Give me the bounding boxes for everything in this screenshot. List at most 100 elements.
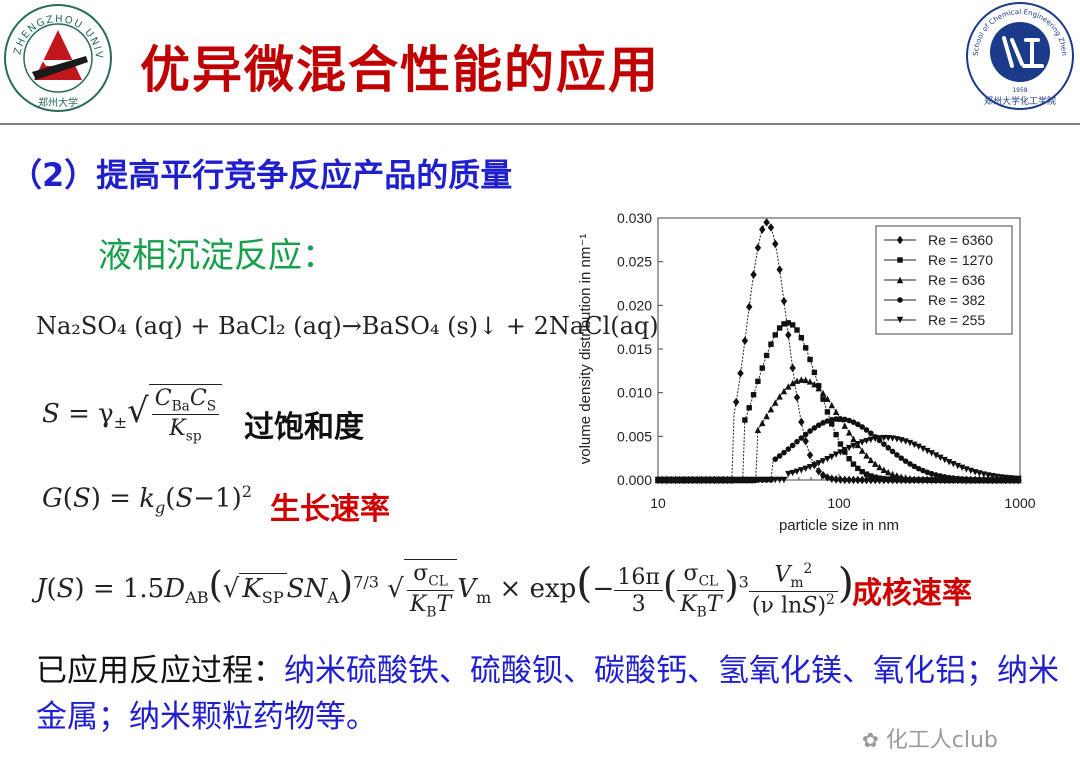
reaction-text: Na₂SO₄ (aq) + BaCl₂ (aq)→BaSO₄ (s)↓ + 2N… [36,312,659,340]
legend-marker [896,276,904,284]
data-point [811,369,818,376]
data-point [845,475,853,485]
data-point [828,416,835,423]
data-point [776,325,783,331]
data-point [829,421,835,427]
data-point [776,476,783,484]
data-point [759,476,766,484]
data-point [915,475,922,483]
data-point [689,476,696,484]
data-point [1015,475,1022,483]
data-point [698,476,705,484]
data-point [924,469,931,476]
data-point [772,456,779,462]
data-point [894,477,900,483]
data-point [811,425,818,431]
data-point [854,440,862,448]
data-point [798,417,805,427]
data-point [868,473,874,479]
data-point [767,223,775,232]
data-point [815,384,822,392]
data-point [828,474,835,483]
nucleation-rate-equation: J(S) = 1.5DAB(√ KSP SNA)7/3 √ σCL KBT Vm × ex… [36,558,855,620]
data-point [776,265,783,274]
wechat-icon: ✿ [862,728,879,752]
data-point [981,476,987,483]
data-point [793,468,801,475]
data-point [924,447,931,455]
data-point [932,452,940,459]
logo-school-cn: 郑州大学化工学院 [984,95,1056,107]
supersaturation-equation: S = γ±√ CBaCS Ksp [42,384,223,445]
legend-marker [897,297,903,303]
data-point [824,455,831,463]
data-point [772,476,779,484]
data-point [837,416,844,422]
y-axis-label: volume density distribution in nm⁻¹ [577,234,594,465]
data-point [845,429,853,436]
data-point [767,405,775,413]
data-point [759,419,766,427]
data-point [750,392,757,398]
series-line [658,322,1019,481]
data-point [724,476,731,484]
data-point [841,416,848,423]
y-tick-label: 0.010 [617,385,652,401]
data-point [876,463,883,471]
data-point [932,476,940,483]
data-point [819,389,827,397]
data-point [941,474,948,480]
legend-label: Re = 636 [928,272,985,288]
data-point [815,460,822,467]
data-point [928,450,935,457]
growth-rate-label: 生长速率 [270,492,390,527]
data-point [919,476,927,483]
data-point [863,437,870,445]
data-point [763,476,770,484]
data-point [833,416,839,422]
data-point [780,296,788,306]
data-point [915,465,922,472]
data-point [763,412,770,420]
data-point [785,470,792,478]
data-point [863,471,870,477]
data-point [728,476,736,484]
y-tick-label: 0.020 [617,297,652,313]
data-point [976,476,983,483]
data-point [746,405,752,411]
data-point [893,472,901,479]
legend-marker [896,316,904,324]
data-point [763,352,770,359]
data-point [663,476,670,484]
data-point [997,474,1005,481]
data-point [802,431,809,438]
data-point [868,430,874,437]
data-point [906,439,914,447]
data-point [919,445,927,453]
nucleation-rate-label: 成核速率 [852,576,972,611]
data-point [785,446,792,452]
data-point [815,422,822,428]
data-point [911,475,918,482]
data-point [794,438,800,445]
data-point [850,461,857,467]
y-tick-label: 0.005 [617,428,652,444]
data-point [889,470,896,478]
data-point [750,270,757,279]
data-point [781,321,787,327]
data-point [711,476,718,484]
data-point [954,475,961,482]
data-point [706,476,714,484]
legend-marker [897,257,903,263]
data-point [806,450,814,460]
data-point [911,441,918,449]
data-point [876,435,883,442]
data-point [732,397,740,407]
data-point [798,376,805,383]
data-point [1011,475,1018,482]
data-point [915,443,922,451]
data-point [785,330,792,340]
data-point [854,475,862,485]
legend-label: Re = 382 [928,292,985,308]
data-point [780,476,788,484]
